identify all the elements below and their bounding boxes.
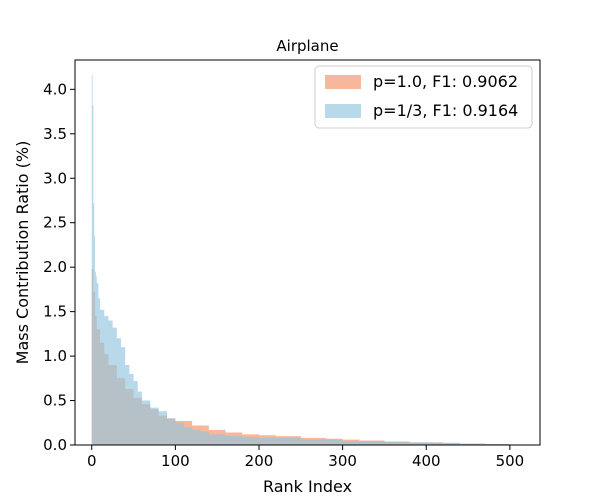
series-area-1 [91, 75, 519, 446]
plot-frame [74, 59, 541, 446]
legend-swatch-p13 [325, 104, 361, 118]
y-tick-label: 0.0 [43, 436, 67, 454]
y-tick-label: 3.0 [43, 169, 67, 187]
chart-title: Airplane [276, 37, 338, 55]
y-tick-label: 0.5 [43, 392, 67, 410]
legend-label-p1: p=1.0, F1: 0.9062 [373, 72, 518, 91]
x-ticks: 0 100 200 300 400 500 [87, 445, 524, 470]
y-tick-label: 2.0 [43, 258, 67, 276]
y-ticks: 0.0 0.5 1.0 1.5 2.0 2.5 3.0 3.5 4.0 [43, 80, 75, 454]
x-tick-label: 200 [245, 452, 274, 470]
legend-swatch-p1 [325, 75, 361, 89]
legend-frame [314, 65, 533, 129]
y-tick-label: 1.5 [43, 303, 67, 321]
x-tick-label: 300 [328, 452, 357, 470]
y-tick-label: 1.0 [43, 347, 67, 365]
x-tick-label: 100 [161, 452, 190, 470]
x-tick-label: 500 [496, 452, 525, 470]
x-tick-label: 400 [412, 452, 441, 470]
y-tick-label: 4.0 [43, 80, 67, 98]
x-tick-label: 0 [87, 452, 97, 470]
y-axis-label: Mass Contribution Ratio (%) [13, 141, 32, 365]
series-layer [91, 75, 519, 446]
axes-layer [74, 59, 541, 446]
y-tick-label: 2.5 [43, 214, 67, 232]
y-tick-label: 3.5 [43, 125, 67, 143]
legend-label-p13: p=1/3, F1: 0.9164 [373, 101, 518, 120]
legend: p=1.0, F1: 0.9062 p=1/3, F1: 0.9164 [314, 65, 533, 129]
x-axis-label: Rank Index [263, 477, 352, 496]
